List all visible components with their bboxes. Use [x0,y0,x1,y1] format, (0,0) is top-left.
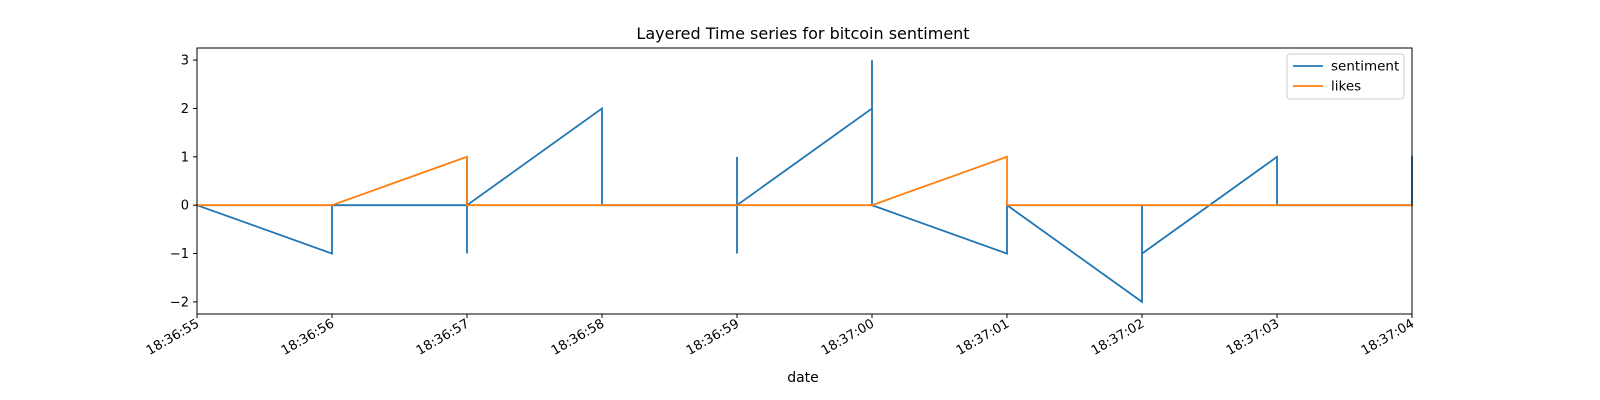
x-tick-label: 18:36:55 [144,316,202,358]
series-layer [195,60,1413,304]
x-tick-label: 18:36:56 [279,316,337,358]
x-tick-label: 18:37:01 [954,316,1012,358]
y-tick-label: 2 [181,102,189,117]
y-tick-label: 0 [181,199,189,214]
x-axis: 18:36:55 18:36:56 18:36:57 18:36:58 18:36:59… [144,314,1417,359]
plot-area [195,47,1413,315]
x-tick-label: 18:36:59 [684,316,742,358]
legend-label-sentiment: sentiment [1331,59,1399,75]
x-tick-label: 18:37:02 [1089,316,1147,358]
x-tick-label: 18:36:57 [414,316,472,358]
y-tick-label: −1 [170,247,189,262]
x-tick-label: 18:37:00 [819,316,877,358]
x-axis-label: date [787,370,819,386]
x-tick-label: 18:36:58 [549,316,607,358]
plot-frame [196,47,1413,315]
series-line-likes [196,155,1413,207]
y-axis: −2 −1 0 1 2 3 [170,54,197,310]
y-tick-label: 3 [181,54,189,69]
chart-title: Layered Time series for bitcoin sentimen… [636,24,969,43]
x-tick-label: 18:37:03 [1224,316,1282,358]
y-tick-label: 1 [181,150,189,165]
legend: sentiment likes [1286,53,1405,100]
x-tick-label: 18:37:04 [1359,316,1417,358]
series-line-sentiment [195,60,1413,304]
y-tick-label: −2 [170,295,189,310]
legend-label-likes: likes [1331,79,1361,95]
